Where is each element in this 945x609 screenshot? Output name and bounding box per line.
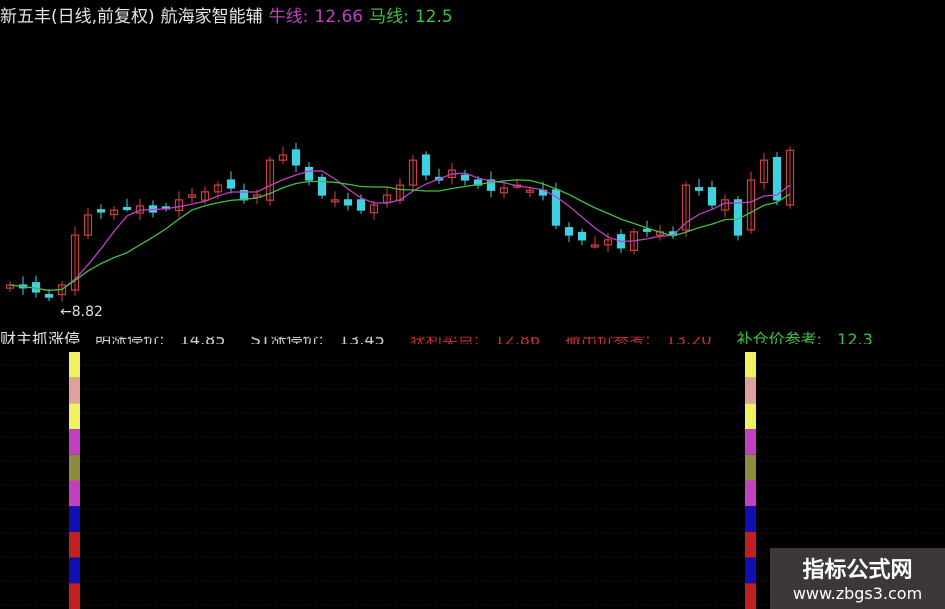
candle-body [421,154,431,176]
watermark-url: www.zbgs3.com [792,584,923,603]
signal-bar-segment [69,377,80,404]
signal-bar-segment [745,403,756,430]
signal-bar-segment [69,429,80,455]
candle-body [785,149,795,206]
watermark-title: 指标公式网 [802,558,913,583]
signal-bar-segment [69,557,80,584]
signal-bar-segment [745,377,756,404]
lower-panel-name: 财主抓涨停 [0,330,81,344]
candle-body [44,293,54,298]
candle-body [486,179,496,191]
candle-body [746,179,756,231]
candle-body [70,234,80,291]
signal-bar-segment [69,480,80,507]
watermark: 指标公式网 www.zbgs3.com [770,548,945,609]
candle-body [200,191,210,201]
candle-body [122,206,132,211]
candle-body [213,184,223,193]
limit-up-price: 明涨停价: 14.85 [95,330,226,344]
signal-bar-segment [745,352,756,378]
ma1-label: 牛线: [268,7,309,27]
candle-body [356,199,366,211]
stock-title: 新五丰(日线,前复权) [0,7,155,27]
candle-body [304,166,314,181]
exit-price-ref: 撤出价参考: 13.20 [565,330,712,344]
candle-body [278,154,288,161]
candle-body [694,187,704,191]
candle-body [551,189,561,226]
signal-bar-segment [69,531,80,558]
candle-body [330,199,340,203]
signal-bar-segment [69,352,80,378]
candle-body [642,228,652,232]
ma1-value: 12.66 [314,7,364,27]
signal-bar-segment [745,506,756,532]
add-position-price-ref: 补仓价参考: 12.3 [736,330,873,344]
candle-body [577,231,587,241]
candle-body [265,159,275,201]
chart-header: 新五丰(日线,前复权) 航海家智能辅 牛线: 12.66 马线: 12.5 [0,2,459,27]
candle-body [590,244,600,248]
ma2-label: 马线: [369,7,409,27]
candle-body [759,159,769,184]
candle-body [525,189,535,193]
lower-panel-header: 财主抓涨停 明涨停价: 14.85 ST涨停价: 13.45 获利卖点: 12.… [0,326,893,344]
candle-body [343,199,353,206]
signal-bar-segment [745,531,756,558]
signal-bar-segment [745,454,756,481]
candle-body [226,179,236,189]
candle-body [83,214,93,236]
profit-sell-point: 获利卖点: 12.86 [409,330,541,344]
candle-body [96,209,106,213]
ma1-line [9,170,791,292]
signal-bar-segment [69,506,80,532]
signal-bar-segment [69,583,80,609]
candle-body [499,187,509,194]
indicator-name: 航海家智能辅 [160,7,263,27]
candle-body [174,199,184,211]
low-annotation: ←8.82 [60,304,103,320]
candle-body [564,227,574,236]
candle-body [187,194,197,198]
signal-bar-segment [745,583,756,609]
candle-body [603,239,613,246]
candle-body [408,159,418,186]
candle-body [772,157,782,201]
signal-bar-segment [745,480,756,507]
candle-body [291,149,301,166]
signal-bar-segment [745,557,756,584]
candle-body [681,184,691,231]
st-limit-up-price: ST涨停价: 13.45 [250,330,385,344]
ma2-line [9,179,791,292]
signal-bar-segment [69,454,80,481]
candle-body [109,209,119,216]
candle-body [369,204,379,214]
candle-body [460,174,470,181]
ma2-value: 12.5 [414,7,453,27]
signal-bar-segment [745,429,756,455]
candle-body [707,187,717,206]
candle-body [317,176,327,196]
signal-bar-segment [69,403,80,430]
